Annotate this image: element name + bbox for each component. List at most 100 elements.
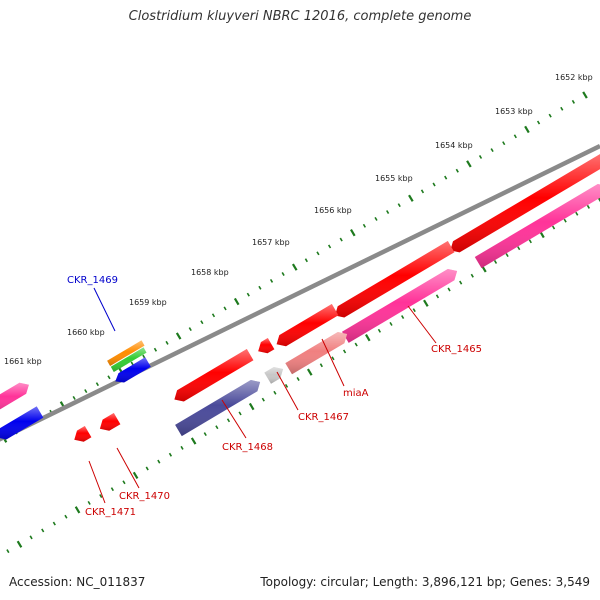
reverse-gene <box>474 184 600 269</box>
minor-tick <box>563 218 567 223</box>
leader-line <box>321 338 345 387</box>
kbp-label: 1659 kbp <box>129 298 167 307</box>
minor-tick <box>536 120 541 125</box>
major-tick <box>132 471 139 480</box>
minor-tick <box>64 514 68 519</box>
minor-tick <box>513 134 517 139</box>
minor-tick <box>304 258 308 263</box>
reverse-gene <box>285 332 348 375</box>
minor-tick <box>548 113 552 118</box>
blast-hit <box>107 340 145 366</box>
minor-tick <box>571 99 575 104</box>
kbp-label: 1654 kbp <box>435 141 473 150</box>
minor-tick <box>41 528 45 533</box>
minor-tick <box>215 425 219 430</box>
minor-tick <box>339 237 343 242</box>
minor-tick <box>145 466 149 471</box>
minor-tick <box>493 260 498 264</box>
gene-label: CKR_1469 <box>67 275 118 286</box>
minor-tick <box>72 395 76 400</box>
minor-tick <box>354 342 358 347</box>
minor-tick <box>153 347 158 352</box>
minor-tick <box>505 253 509 258</box>
minor-tick <box>110 487 114 492</box>
reverse-gene <box>0 406 44 440</box>
blast-hit <box>115 357 151 383</box>
minor-tick <box>374 216 378 221</box>
gene-label: CKR_1470 <box>119 491 170 502</box>
forward-gene <box>258 338 275 354</box>
minor-tick <box>435 294 440 299</box>
forward-gene <box>335 241 455 318</box>
minor-tick <box>377 328 382 333</box>
leader-line <box>116 447 140 489</box>
forward-gene <box>99 413 121 431</box>
minor-tick <box>107 375 111 380</box>
major-tick <box>190 437 197 445</box>
kbp-label: 1657 kbp <box>252 238 290 247</box>
leader-line <box>276 371 299 411</box>
minor-tick <box>478 155 483 159</box>
major-tick <box>524 125 530 134</box>
minor-tick <box>342 349 347 354</box>
minor-tick <box>362 223 367 228</box>
minor-tick <box>281 272 285 276</box>
minor-tick <box>401 315 405 320</box>
genome-backbone <box>0 143 600 442</box>
minor-tick <box>327 244 332 249</box>
minor-tick <box>331 356 335 361</box>
minor-tick <box>316 251 320 256</box>
minor-tick <box>87 500 91 505</box>
minor-tick <box>386 210 390 215</box>
kbp-label: 1660 kbp <box>67 328 105 337</box>
minor-tick <box>420 189 425 194</box>
scale-labels: 1652 kbp 1653 kbp 1654 kbp 1655 kbp 1656 kbp… <box>4 73 593 366</box>
leader-line <box>407 305 437 344</box>
gene-labels: CKR_1465 miaA CKR_1467 CKR_1468 CKR_1469 CKR_… <box>67 275 482 518</box>
kbp-label: 1653 kbp <box>495 107 533 116</box>
gene-features <box>0 154 600 442</box>
reverse-gene <box>0 382 29 410</box>
major-tick <box>74 506 81 514</box>
major-tick <box>423 299 429 307</box>
major-tick <box>350 229 356 237</box>
minor-tick <box>6 549 10 554</box>
minor-tick <box>470 273 474 278</box>
major-tick <box>233 297 240 306</box>
minor-tick <box>29 535 33 540</box>
minor-tick <box>258 285 262 290</box>
major-tick <box>408 194 414 202</box>
minor-tick <box>157 459 161 464</box>
major-tick <box>466 160 472 168</box>
kbp-label: 1658 kbp <box>191 268 229 277</box>
genome-summary-text: Topology: circular; Length: 3,896,121 bp… <box>260 575 590 589</box>
minor-tick <box>130 361 134 366</box>
minor-tick <box>560 106 564 111</box>
minor-tick <box>238 411 242 416</box>
minor-tick <box>575 211 579 216</box>
reverse-gene <box>175 380 261 437</box>
minor-tick <box>261 397 265 402</box>
minor-tick <box>517 246 521 251</box>
minor-tick <box>168 452 173 457</box>
minor-tick <box>200 320 204 325</box>
major-tick <box>175 332 182 340</box>
minor-tick <box>502 141 506 146</box>
minor-tick <box>269 278 274 283</box>
minor-tick <box>432 182 436 187</box>
gene-label: CKR_1465 <box>431 344 482 355</box>
minor-tick <box>284 383 289 388</box>
minor-tick <box>99 494 103 499</box>
backbone-line <box>0 143 600 442</box>
forward-gene <box>450 154 600 253</box>
gene-label: CKR_1468 <box>222 442 273 453</box>
major-tick <box>16 540 23 548</box>
minor-tick <box>246 292 250 297</box>
minor-tick <box>165 340 169 345</box>
minor-tick <box>52 521 56 526</box>
minor-tick <box>188 327 192 332</box>
forward-gene <box>276 304 339 347</box>
leader-line <box>221 399 247 439</box>
minor-tick <box>490 148 494 153</box>
